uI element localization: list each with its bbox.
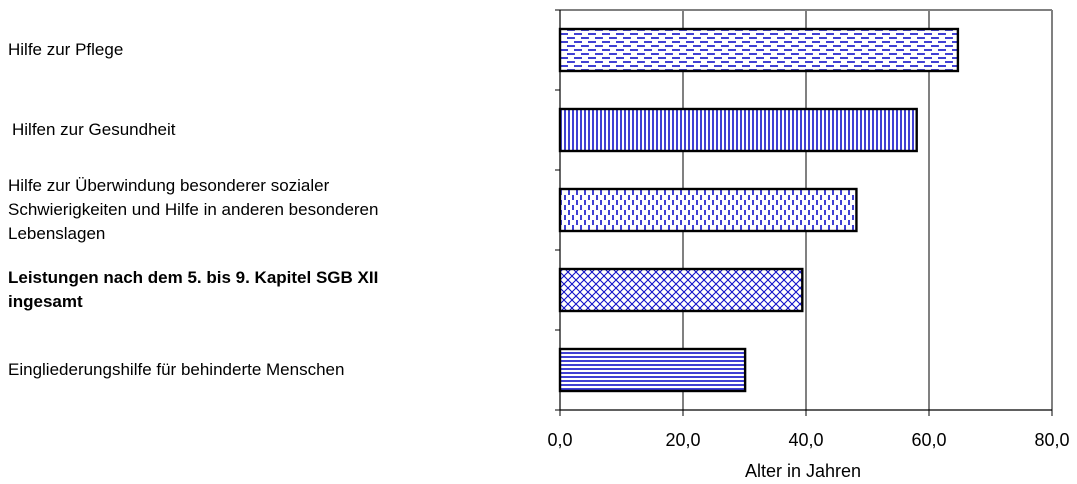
x-tick-label: 60,0 (911, 430, 946, 450)
category-label-line: Hilfe zur Überwindung besonderer soziale… (8, 176, 330, 195)
category-label-line: Eingliederungshilfe für behinderte Mensc… (8, 360, 345, 379)
bars (558, 27, 960, 393)
category-label: Hilfen zur Gesundheit (12, 118, 532, 142)
x-tick-label: 20,0 (665, 430, 700, 450)
category-label: Eingliederungshilfe für behinderte Mensc… (8, 358, 528, 382)
category-label-line: Schwierigkeiten und Hilfe in anderen bes… (8, 200, 379, 219)
x-tick-label: 80,0 (1034, 430, 1069, 450)
category-label-line: Hilfe zur Pflege (8, 40, 124, 59)
category-label: Hilfe zur Pflege (8, 38, 528, 62)
x-axis: 0,0 20,0 40,0 60,0 80,0 (547, 9, 1070, 450)
bar (558, 187, 858, 233)
category-label-line: Lebenslagen (8, 224, 106, 243)
bar (558, 107, 918, 153)
x-tick-label: 40,0 (788, 430, 823, 450)
category-label: Leistungen nach dem 5. bis 9. Kapitel SG… (8, 266, 528, 314)
bar (558, 347, 747, 393)
category-label: Hilfe zur Überwindung besonderer soziale… (8, 174, 528, 246)
bar (558, 267, 804, 313)
category-label-line: ingesamt (8, 292, 83, 311)
x-axis-title: Alter in Jahren (745, 461, 861, 481)
category-label-line: Hilfen zur Gesundheit (12, 120, 176, 139)
category-label-line: Leistungen nach dem 5. bis 9. Kapitel SG… (8, 268, 379, 287)
bar (558, 27, 960, 73)
x-tick-label: 0,0 (547, 430, 572, 450)
